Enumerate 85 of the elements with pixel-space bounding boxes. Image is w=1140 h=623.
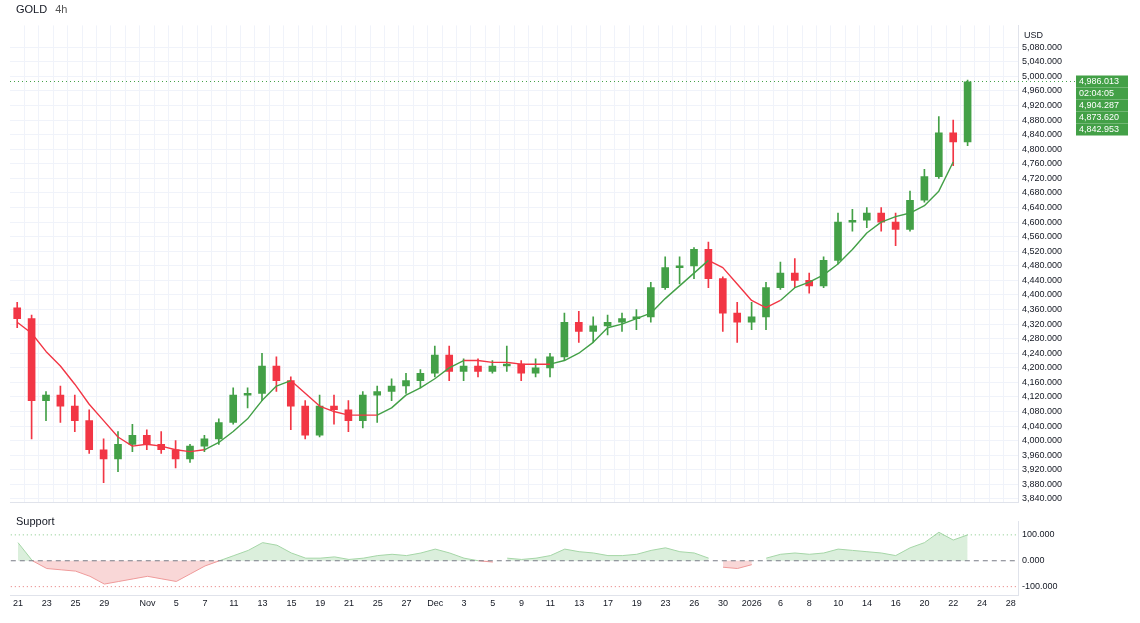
y-tick-label: 100.000 <box>1022 529 1055 540</box>
candlestick <box>589 316 598 343</box>
x-tick-label: 7 <box>202 598 208 609</box>
candlestick <box>733 301 742 343</box>
candlestick <box>330 394 338 425</box>
x-tick-label: 21 <box>13 598 24 609</box>
x-tick-label: 19 <box>631 598 642 609</box>
y-tick-label: 4,280.000 <box>1022 333 1063 344</box>
y-tick-label: 4,040.000 <box>1022 420 1063 431</box>
x-tick-label: 9 <box>519 598 525 609</box>
x-tick-label: 2026 <box>741 598 762 609</box>
ref-line-label: 4,986.013 <box>1079 75 1120 86</box>
x-tick-label: 22 <box>948 598 959 609</box>
y-axis-title: USD <box>1024 29 1044 40</box>
y-tick-label: 4,120.000 <box>1022 391 1063 402</box>
x-tick-label: 10 <box>833 598 844 609</box>
x-tick-label: 21 <box>343 598 354 609</box>
x-tick-label: 19 <box>315 598 326 609</box>
y-tick-label: 4,880.000 <box>1022 114 1063 125</box>
y-tick-label: 3,960.000 <box>1022 449 1063 460</box>
x-tick-label: 8 <box>806 598 812 609</box>
y-tick-label: 3,920.000 <box>1022 464 1063 475</box>
y-tick-label: 5,040.000 <box>1022 56 1063 67</box>
y-tick-label: 4,160.000 <box>1022 376 1063 387</box>
y-tick-label: 4,240.000 <box>1022 347 1063 358</box>
y-tick-label: 0.000 <box>1022 555 1045 566</box>
y-tick-label: 4,640.000 <box>1022 202 1063 213</box>
x-tick-label: 23 <box>660 598 671 609</box>
x-tick-label: 5 <box>173 598 179 609</box>
x-tick-label: 17 <box>602 598 613 609</box>
y-tick-label: -100.000 <box>1022 581 1058 592</box>
x-tick-label: 23 <box>41 598 52 609</box>
y-tick-label: 4,680.000 <box>1022 187 1063 198</box>
y-tick-label: 4,960.000 <box>1022 85 1063 96</box>
x-tick-label: 30 <box>718 598 729 609</box>
x-tick-label: 13 <box>257 598 268 609</box>
x-tick-label: 14 <box>861 598 872 609</box>
x-tick-label: 11 <box>545 598 556 609</box>
text: 4,873.620 <box>1079 111 1120 122</box>
y-tick-label: 4,800.000 <box>1022 143 1063 154</box>
y-tick-label: 3,880.000 <box>1022 478 1063 489</box>
y-tick-label: 4,440.000 <box>1022 274 1063 285</box>
y-tick-label: 4,920.000 <box>1022 100 1063 111</box>
x-tick-label: 28 <box>1005 598 1016 609</box>
x-tick-label: 25 <box>70 598 81 609</box>
x-tick-label: 25 <box>372 598 383 609</box>
candlestick <box>949 119 958 166</box>
x-tick-label: 29 <box>99 598 110 609</box>
y-tick-label: 4,560.000 <box>1022 231 1063 242</box>
candlestick <box>42 391 50 421</box>
text: 02:04:05 <box>1079 87 1115 98</box>
y-tick-label: 4,480.000 <box>1022 260 1063 271</box>
x-tick-label: 6 <box>778 598 784 609</box>
x-tick-label: 11 <box>229 598 239 609</box>
x-tick-label: 15 <box>286 598 297 609</box>
x-tick-label: Nov <box>139 598 156 609</box>
text: 4,842.953 <box>1079 123 1120 134</box>
y-tick-label: 4,000.000 <box>1022 435 1063 446</box>
x-tick-label: 13 <box>574 598 585 609</box>
y-tick-label: 4,760.000 <box>1022 158 1063 169</box>
x-tick-label: 24 <box>977 598 988 609</box>
x-tick-label: 16 <box>890 598 901 609</box>
x-tick-label: 27 <box>401 598 412 609</box>
text: 4,904.287 <box>1079 99 1120 110</box>
x-tick-label: 26 <box>689 598 700 609</box>
y-tick-label: 5,000.000 <box>1022 70 1063 81</box>
y-tick-label: 3,840.000 <box>1022 493 1063 504</box>
chart-title: GOLD <box>16 3 48 15</box>
y-tick-label: 4,600.000 <box>1022 216 1063 227</box>
y-tick-label: 4,080.000 <box>1022 406 1063 417</box>
y-tick-label: 4,200.000 <box>1022 362 1063 373</box>
chart-subtitle: 4h <box>55 3 68 15</box>
x-tick-label: 5 <box>490 598 496 609</box>
y-tick-label: 4,360.000 <box>1022 304 1063 315</box>
candlestick <box>373 385 382 423</box>
y-tick-label: 5,080.000 <box>1022 41 1063 52</box>
x-tick-label: Dec <box>427 598 444 609</box>
y-tick-label: 4,520.000 <box>1022 245 1063 256</box>
chart-title: Support <box>16 515 55 527</box>
y-tick-label: 4,840.000 <box>1022 129 1063 140</box>
x-tick-label: 3 <box>461 598 467 609</box>
x-tick-label: 20 <box>919 598 930 609</box>
y-tick-label: 4,400.000 <box>1022 289 1063 300</box>
y-tick-label: 4,720.000 <box>1022 172 1063 183</box>
y-tick-label: 4,320.000 <box>1022 318 1063 329</box>
